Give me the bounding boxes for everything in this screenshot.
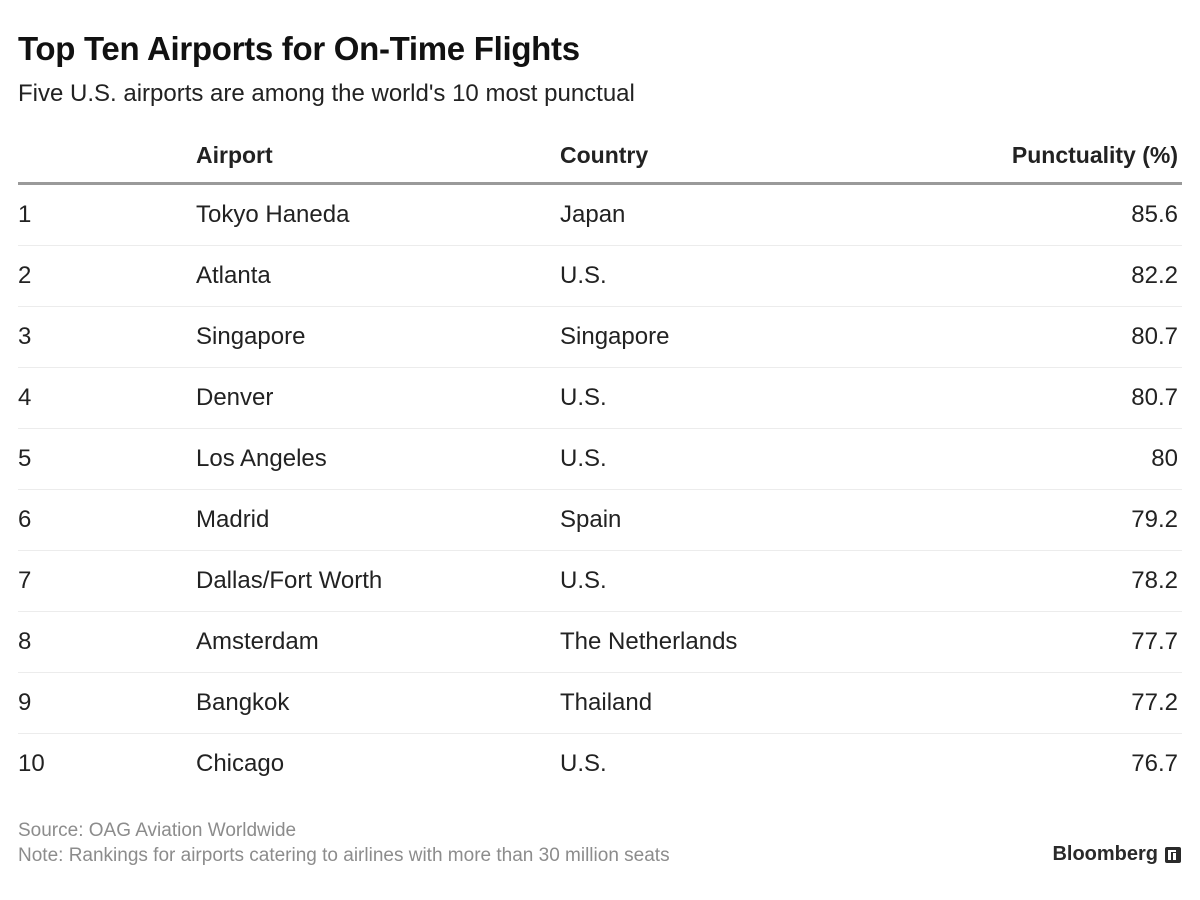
table-row: 3 Singapore Singapore 80.7: [18, 307, 1182, 368]
cell-punctuality: 77.2: [1131, 689, 1178, 716]
cell-rank: 7: [18, 567, 32, 594]
cell-rank: 6: [18, 506, 32, 533]
cell-airport: Singapore: [196, 323, 306, 350]
cell-punctuality: 80.7: [1131, 323, 1178, 350]
punctuality-table: Airport Country Punctuality (%) 1 Tokyo H…: [18, 130, 1182, 794]
cell-punctuality: 79.2: [1131, 506, 1178, 533]
bloomberg-logo-icon: [1164, 845, 1182, 865]
header-airport: Airport: [196, 142, 273, 168]
brand-mark: Bloomberg: [1052, 843, 1182, 866]
cell-country: The Netherlands: [560, 628, 738, 655]
cell-punctuality: 80.7: [1131, 384, 1178, 411]
cell-punctuality: 80: [1151, 445, 1178, 472]
cell-airport: Tokyo Haneda: [196, 201, 350, 228]
cell-rank: 1: [18, 201, 32, 228]
cell-rank: 2: [18, 262, 32, 289]
cell-rank: 4: [18, 384, 32, 411]
cell-airport: Chicago: [196, 750, 285, 777]
cell-airport: Denver: [196, 384, 274, 411]
chart-subtitle: Five U.S. airports are among the world's…: [18, 80, 635, 107]
cell-country: U.S.: [560, 384, 607, 411]
cell-airport: Dallas/Fort Worth: [196, 567, 383, 594]
cell-country: Spain: [560, 506, 622, 533]
table-row: 1 Tokyo Haneda Japan 85.6: [18, 185, 1182, 246]
cell-country: U.S.: [560, 262, 607, 289]
cell-country: U.S.: [560, 445, 607, 472]
cell-punctuality: 85.6: [1131, 201, 1178, 228]
footnote: Note: Rankings for airports catering to …: [18, 845, 670, 866]
cell-rank: 5: [18, 445, 32, 472]
table-row: 2 Atlanta U.S. 82.2: [18, 246, 1182, 307]
cell-country: U.S.: [560, 567, 607, 594]
cell-country: Singapore: [560, 323, 670, 350]
cell-country: U.S.: [560, 750, 607, 777]
cell-airport: Bangkok: [196, 689, 290, 716]
table-header: Airport Country Punctuality (%): [18, 130, 1182, 185]
table-row: 8 Amsterdam The Netherlands 77.7: [18, 612, 1182, 673]
table-row: 10 Chicago U.S. 76.7: [18, 734, 1182, 794]
table-row: 5 Los Angeles U.S. 80: [18, 429, 1182, 490]
cell-country: Thailand: [560, 689, 653, 716]
cell-punctuality: 77.7: [1131, 628, 1178, 655]
cell-punctuality: 82.2: [1131, 262, 1178, 289]
table-row: 9 Bangkok Thailand 77.2: [18, 673, 1182, 734]
brand-name: Bloomberg: [1052, 843, 1158, 865]
source-note: Source: OAG Aviation Worldwide: [18, 820, 297, 841]
cell-airport: Los Angeles: [196, 445, 327, 472]
chart-title: Top Ten Airports for On-Time Flights: [18, 30, 580, 67]
cell-rank: 9: [18, 689, 32, 716]
cell-punctuality: 78.2: [1131, 567, 1178, 594]
cell-airport: Amsterdam: [196, 628, 319, 655]
table-row: 7 Dallas/Fort Worth U.S. 78.2: [18, 551, 1182, 612]
header-punctuality: Punctuality (%): [1011, 142, 1178, 168]
table-row: 4 Denver U.S. 80.7: [18, 368, 1182, 429]
table-row: 6 Madrid Spain 79.2: [18, 490, 1182, 551]
cell-airport: Madrid: [196, 506, 270, 533]
header-country: Country: [560, 142, 649, 168]
cell-airport: Atlanta: [196, 262, 271, 289]
cell-punctuality: 76.7: [1131, 750, 1178, 777]
cell-rank: 8: [18, 628, 32, 655]
cell-country: Japan: [560, 201, 626, 228]
cell-rank: 3: [18, 323, 32, 350]
cell-rank: 10: [18, 750, 45, 777]
table-body: 1 Tokyo Haneda Japan 85.6 2 Atlanta U.S. 82.2 3 S…: [18, 185, 1182, 794]
